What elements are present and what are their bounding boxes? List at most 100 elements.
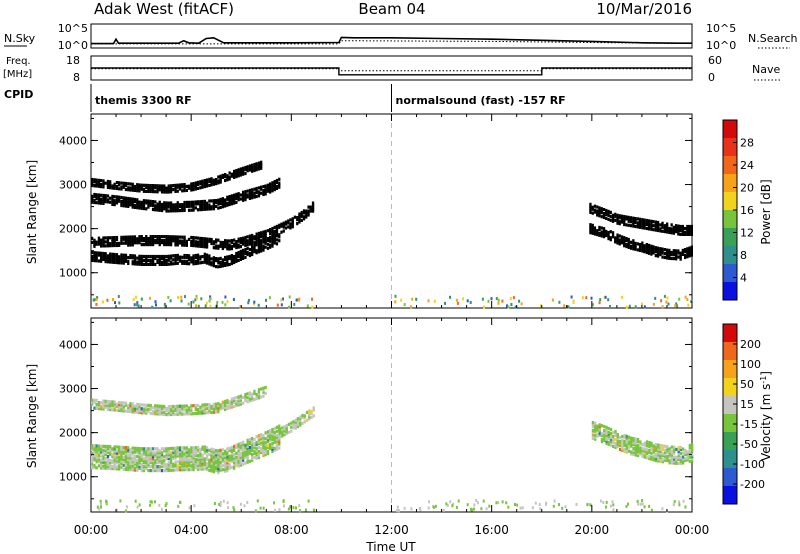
echo-cell: [215, 460, 218, 465]
freq-left-tick-top: 18: [66, 54, 80, 67]
echo-cell: [215, 244, 218, 248]
echo-cell: [154, 406, 157, 410]
echo-cell: [672, 231, 675, 235]
echo-cell: [242, 252, 245, 256]
echo-cell: [160, 188, 164, 192]
echo-cell: [221, 175, 224, 179]
ground-scatter-cell: [403, 303, 406, 307]
y-tick-label: 1000: [59, 471, 87, 484]
echo-cell: [251, 165, 254, 169]
echo-cell: [684, 230, 687, 234]
echo-cell: [136, 462, 139, 466]
ground-scatter-cell: [150, 500, 153, 504]
echo-cell: [255, 194, 258, 199]
echo-cell: [208, 199, 211, 203]
echo-cell: [246, 458, 249, 462]
echo-cell: [176, 209, 179, 213]
ground-scatter-cell: [495, 501, 498, 505]
echo-cell: [124, 255, 128, 259]
ground-scatter-cell: [400, 298, 403, 302]
echo-cell: [647, 219, 651, 223]
echo-cell: [246, 250, 249, 255]
echo-cell: [284, 226, 288, 230]
echo-cell: [596, 209, 599, 213]
echo-cell: [239, 453, 242, 457]
echo-cell: [208, 464, 211, 468]
echo-cell: [237, 464, 240, 468]
echo-cell: [199, 180, 202, 184]
echo-cell: [264, 233, 267, 237]
echo-cell: [138, 185, 141, 189]
echo-cell: [169, 254, 173, 258]
echo-cell: [212, 182, 215, 186]
echo-cell: [242, 194, 245, 198]
echo-cell: [208, 407, 211, 411]
echo-cell: [97, 253, 101, 257]
echo-cell: [190, 406, 193, 410]
echo-cell: [255, 448, 258, 453]
echo-cell: [271, 449, 274, 453]
echo-cell: [111, 186, 114, 190]
echo-cell: [156, 465, 159, 469]
time-tick-label: 12:00: [374, 523, 409, 537]
echo-cell: [136, 460, 139, 464]
echo-cell: [210, 449, 213, 453]
echo-cell: [224, 202, 227, 206]
ground-scatter-cell: [434, 504, 437, 508]
echo-cell: [591, 430, 595, 435]
echo-cell: [673, 455, 676, 459]
echo-cell: [201, 457, 204, 461]
echo-cell: [97, 236, 101, 240]
echo-cell: [138, 449, 141, 453]
echo-cell: [192, 240, 195, 244]
echo-cell: [594, 427, 597, 431]
echo-cell: [158, 410, 161, 414]
echo-cell: [260, 435, 263, 439]
echo-cell: [97, 407, 101, 411]
echo-cell: [149, 407, 152, 412]
echo-cell: [104, 399, 107, 403]
echo-cell: [616, 442, 619, 447]
echo-cell: [97, 444, 101, 448]
echo-cell: [257, 244, 261, 248]
echo-cell: [219, 262, 222, 266]
echo-cell: [255, 234, 258, 238]
echo-cell: [652, 220, 655, 224]
echo-cell: [257, 451, 261, 456]
echo-cell: [145, 407, 148, 411]
echo-cell: [230, 397, 233, 401]
echo-cell: [260, 447, 263, 451]
echo-cell: [221, 464, 224, 468]
echo-cell: [167, 447, 170, 451]
echo-cell: [165, 207, 168, 211]
ground-scatter-cell: [222, 499, 225, 503]
echo-cell: [623, 443, 626, 447]
echo-cell: [260, 449, 263, 453]
echo-cell: [643, 248, 646, 252]
ground-scatter-cell: [564, 505, 567, 509]
echo-cell: [668, 451, 671, 455]
echo-cell: [239, 445, 242, 449]
echo-cell: [679, 224, 682, 229]
echo-cell: [131, 237, 134, 241]
echo-cell: [221, 400, 224, 404]
echo-cell: [187, 262, 191, 266]
echo-cell: [278, 427, 282, 431]
echo-cell: [668, 228, 671, 233]
echo-cell: [201, 459, 204, 463]
echo-cell: [165, 188, 168, 192]
echo-cell: [271, 185, 274, 189]
echo-cell: [185, 404, 188, 408]
echo-cell: [111, 449, 114, 453]
echo-cell: [93, 198, 96, 203]
echo-cell: [636, 242, 639, 246]
echo-cell: [156, 206, 159, 210]
ground-scatter-cell: [93, 298, 96, 302]
echo-cell: [131, 466, 134, 470]
echo-cell: [594, 429, 597, 433]
echo-cell: [625, 215, 628, 219]
echo-cell: [190, 182, 193, 186]
echo-cell: [151, 457, 155, 461]
echo-cell: [244, 445, 247, 449]
ground-scatter-cell: [398, 509, 400, 513]
